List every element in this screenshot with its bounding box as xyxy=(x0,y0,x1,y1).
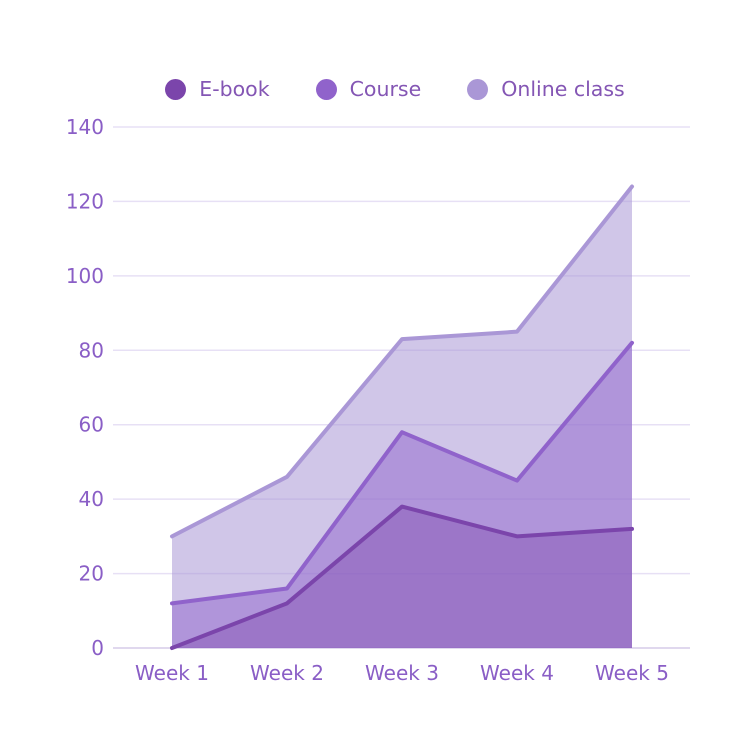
y-tick-label: 60 xyxy=(79,413,104,437)
series-area-e-book xyxy=(172,506,632,648)
x-tick-label: Week 5 xyxy=(595,661,669,685)
x-tick-label: Week 1 xyxy=(135,661,209,685)
legend-dot-online-class-icon xyxy=(467,78,489,100)
legend-item-course[interactable]: Course xyxy=(315,77,422,101)
legend-label-course: Course xyxy=(349,77,422,101)
legend-item-online-class[interactable]: Online class xyxy=(467,77,625,101)
legend-label-online-class: Online class xyxy=(501,77,625,101)
y-tick-label: 120 xyxy=(66,189,104,213)
legend-label-ebook: E-book xyxy=(199,77,270,101)
y-tick-label: 140 xyxy=(66,115,104,139)
series-line-course xyxy=(170,340,634,606)
y-tick-label: 0 xyxy=(91,636,104,660)
chart-legend: E-book Course Online class xyxy=(40,77,750,101)
series-line-online-class xyxy=(170,184,634,539)
legend-dot-course-icon xyxy=(315,78,337,100)
x-tick-label: Week 3 xyxy=(365,661,439,685)
series-area-course xyxy=(172,342,632,648)
x-tick-label: Week 4 xyxy=(480,661,554,685)
y-tick-label: 40 xyxy=(79,487,104,511)
y-tick-label: 20 xyxy=(79,562,104,586)
x-tick-label: Week 2 xyxy=(250,661,324,685)
series-line-e-book xyxy=(170,504,634,650)
legend-dot-ebook-icon xyxy=(165,78,187,100)
y-tick-label: 100 xyxy=(66,264,104,288)
y-tick-label: 80 xyxy=(79,338,104,362)
legend-item-ebook[interactable]: E-book xyxy=(165,77,270,101)
